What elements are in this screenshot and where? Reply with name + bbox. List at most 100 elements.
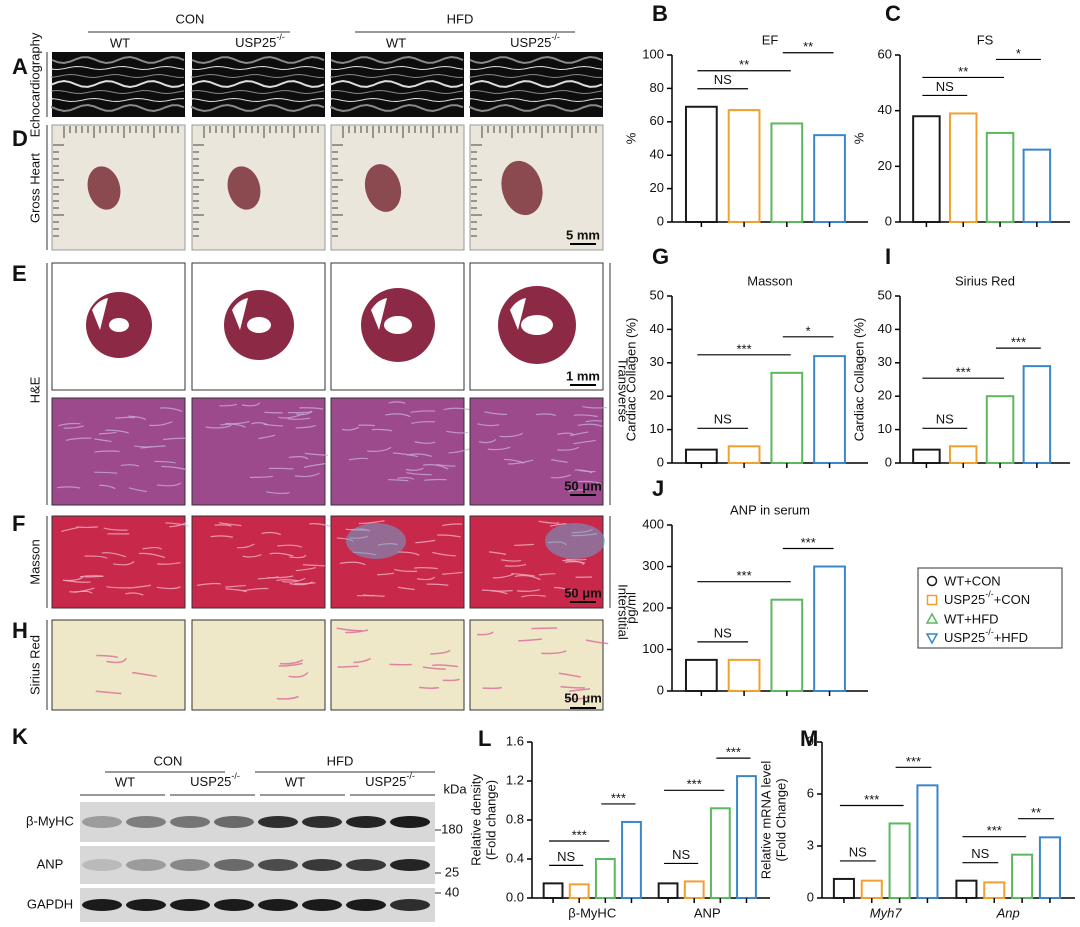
fiber: [419, 686, 439, 689]
significance-label: NS: [714, 625, 732, 640]
y-axis-label: %: [623, 132, 638, 144]
fiber: [487, 446, 511, 451]
fiber: [236, 543, 255, 549]
bar: [912, 115, 941, 223]
fiber: [289, 554, 307, 559]
y-tick-label: 30: [878, 354, 892, 369]
significance-label: ***: [736, 341, 751, 356]
fiber: [507, 459, 534, 465]
fiber: [446, 430, 469, 434]
y-axis-label: Relative density: [468, 774, 483, 866]
fiber: [514, 543, 534, 546]
y-tick-label: 40: [650, 321, 664, 336]
row-label: Sirius Red: [27, 635, 42, 695]
panel-letter: C: [885, 1, 901, 26]
panel-letter: I: [885, 244, 891, 269]
fiber: [57, 422, 81, 427]
echo-trace: [469, 97, 603, 103]
fiber: [377, 572, 394, 576]
band: [170, 859, 210, 871]
panel-letter: E: [12, 261, 27, 286]
bar: [770, 122, 804, 223]
he-lumen: [109, 318, 129, 332]
he-lumen: [384, 316, 412, 334]
fiber: [278, 662, 303, 667]
y-tick-label: 100: [642, 641, 664, 656]
fiber: [197, 582, 221, 586]
fiber: [65, 437, 92, 442]
fiber: [388, 401, 406, 404]
fiber: [558, 672, 581, 678]
scale-label: 1 mm: [566, 368, 600, 383]
chart-title: ANP in serum: [730, 502, 810, 517]
fiber: [125, 592, 144, 596]
fiber: [499, 432, 524, 438]
y-axis-label: Cardiac Collagen (%): [851, 318, 866, 442]
fiber: [538, 520, 560, 524]
echo-trace: [469, 79, 603, 89]
fiber: [157, 562, 181, 565]
fiber: [96, 654, 119, 659]
significance-label: ***: [956, 365, 971, 380]
bar: [985, 131, 1015, 223]
fiber: [416, 576, 436, 581]
panel-letter: J: [652, 476, 664, 501]
blot-genotype: WT: [115, 774, 135, 789]
significance-label: ***: [726, 745, 741, 760]
significance-label: ***: [736, 568, 751, 583]
y-tick-label: 80: [650, 80, 664, 95]
fiber: [132, 671, 157, 678]
y-tick-label: 0: [657, 682, 664, 697]
fiber: [442, 678, 460, 682]
fiber: [105, 429, 129, 434]
fiber: [295, 567, 316, 572]
echo-trace: [51, 74, 185, 78]
band: [302, 859, 342, 871]
echo-trace: [330, 104, 464, 112]
echo-trace: [330, 65, 464, 71]
significance-label: ***: [987, 823, 1002, 838]
significance-label: **: [1031, 805, 1041, 820]
fiber: [441, 571, 463, 575]
scale-label: 50 μm: [564, 690, 602, 705]
fiber: [295, 424, 316, 429]
fiber: [242, 554, 262, 558]
fiber: [128, 584, 152, 589]
y-tick-label: 3: [807, 837, 814, 852]
fiber: [367, 446, 392, 452]
chart-title: Sirius Red: [955, 273, 1015, 288]
fiber: [149, 421, 173, 427]
y-tick-label: 200: [642, 599, 664, 614]
fiber: [103, 527, 128, 531]
chart-title: EF: [762, 32, 779, 47]
fiber: [219, 522, 242, 527]
y-tick-label: 400: [642, 516, 664, 531]
group-header: HFD: [447, 11, 474, 26]
fiber: [567, 489, 587, 492]
significance-label: ***: [572, 827, 587, 842]
y-tick-label: 1.2: [506, 772, 524, 787]
fiber: [219, 403, 238, 407]
fiber: [205, 424, 232, 429]
fiber: [432, 551, 456, 557]
x-tick-label: β-MyHC: [568, 905, 616, 920]
y-axis-label: pg/ml: [623, 592, 638, 624]
fiber: [521, 594, 546, 598]
bar: [727, 658, 761, 692]
band: [126, 899, 166, 911]
y-tick-label: 20: [650, 388, 664, 403]
significance-label: ***: [864, 792, 879, 807]
fiber: [76, 526, 98, 529]
he-cavity: [232, 298, 248, 330]
fibrosis: [346, 523, 406, 559]
echo-trace: [469, 74, 603, 78]
fiber: [551, 459, 568, 463]
echo-trace: [191, 74, 325, 78]
legend-label: WT+HFD: [944, 611, 999, 626]
significance-label: **: [803, 39, 813, 54]
he-lumen: [521, 315, 553, 335]
protein-label: ANP: [37, 856, 64, 871]
significance-label: ***: [801, 535, 816, 550]
fiber: [163, 437, 186, 441]
echo-trace: [330, 56, 464, 64]
